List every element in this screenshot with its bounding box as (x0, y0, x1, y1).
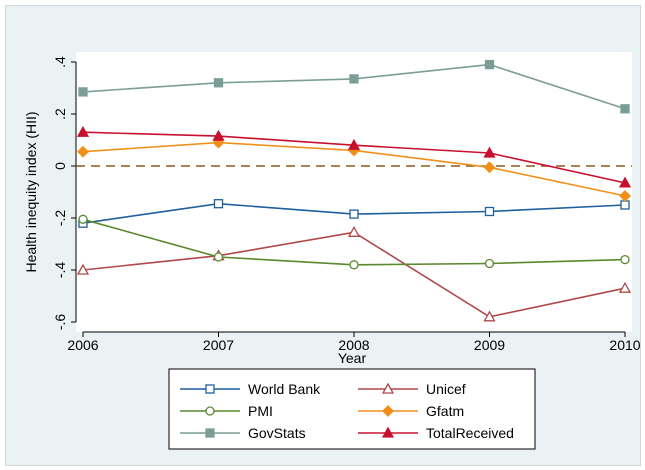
legend-swatch-marker (205, 406, 215, 416)
data-point-totalreceived (76, 125, 90, 137)
plot-area (76, 52, 632, 332)
legend-label: GovStats (248, 425, 306, 441)
data-point-gfatm (77, 145, 89, 158)
x-tick-label: 2010 (609, 337, 640, 353)
legend-label: PMI (248, 403, 273, 419)
legend-label: World Bank (248, 381, 321, 397)
data-point-pmi (349, 260, 359, 270)
y-tick-label: -.2 (52, 210, 68, 227)
x-tick-label: 2006 (67, 337, 98, 353)
data-point-unicef (618, 281, 632, 293)
data-point-world-bank (484, 206, 495, 217)
y-axis-title: Health inequity index (HII) (23, 111, 39, 272)
data-point-govstats (213, 78, 224, 88)
data-point-unicef (347, 225, 361, 237)
chart-figure: -.6 -.4 -.2 0 .2 .4 2006 2007 2008 2009 2010 Heal… (5, 5, 641, 466)
x-tick-label: 2007 (203, 337, 234, 353)
y-tick-label: 0 (52, 162, 68, 170)
legend-item-govstats: GovStats (180, 425, 306, 441)
legend: World Bank Unicef PMI Gfatm GovStats TotalRec… (168, 368, 536, 450)
legend-label: TotalReceived (426, 425, 514, 441)
legend-swatch-marker (381, 426, 395, 438)
data-point-pmi (78, 214, 88, 224)
series-totalreceived (76, 125, 632, 188)
data-point-pmi (484, 258, 495, 269)
data-point-gfatm (619, 189, 631, 202)
legend-item-gfatm: Gfatm (358, 403, 464, 419)
legend-item-pmi: PMI (180, 403, 273, 419)
data-point-totalreceived (212, 129, 225, 141)
series-unicef (76, 225, 632, 322)
x-tick-label: 2009 (474, 337, 505, 353)
data-point-world-bank (213, 199, 224, 209)
data-point-gfatm (483, 161, 496, 174)
y-tick-label: .2 (52, 108, 68, 120)
y-tick-label: -.6 (52, 314, 68, 331)
data-point-unicef (76, 263, 90, 275)
y-axis: -.6 -.4 -.2 0 .2 .4 (52, 56, 77, 331)
legend-item-totalreceived: TotalReceived (358, 425, 514, 441)
legend-box (168, 368, 536, 450)
data-point-totalreceived (618, 176, 632, 188)
legend-swatch-marker (381, 382, 395, 394)
y-tick-label: -.4 (52, 262, 68, 279)
data-point-govstats (349, 74, 359, 84)
line-chart: -.6 -.4 -.2 0 .2 .4 2006 2007 2008 2009 2010 Heal… (23, 52, 641, 450)
legend-swatch-marker (205, 428, 215, 438)
data-point-govstats (484, 59, 495, 70)
data-point-world-bank (620, 200, 630, 210)
x-tick-label: 2008 (338, 337, 369, 353)
data-point-govstats (620, 104, 630, 114)
data-point-totalreceived (347, 138, 361, 150)
data-point-govstats (78, 87, 88, 97)
data-point-unicef (483, 310, 496, 322)
x-axis: 2006 2007 2008 2009 2010 (67, 331, 641, 353)
legend-swatch-marker (382, 405, 394, 417)
data-point-totalreceived (483, 146, 496, 158)
x-axis-title: Year (338, 350, 367, 366)
data-point-pmi (620, 254, 630, 265)
y-tick-label: .4 (52, 56, 68, 68)
legend-item-world-bank: World Bank (180, 381, 321, 397)
series-gfatm (77, 136, 631, 202)
data-point-pmi (213, 252, 224, 262)
series-pmi (78, 214, 630, 270)
legend-label: Gfatm (426, 403, 464, 419)
series-layer (76, 59, 632, 322)
series-govstats (78, 59, 630, 114)
legend-item-unicef: Unicef (358, 381, 466, 397)
data-point-world-bank (349, 209, 359, 219)
legend-label: Unicef (426, 381, 466, 397)
legend-swatch-marker (205, 384, 215, 394)
